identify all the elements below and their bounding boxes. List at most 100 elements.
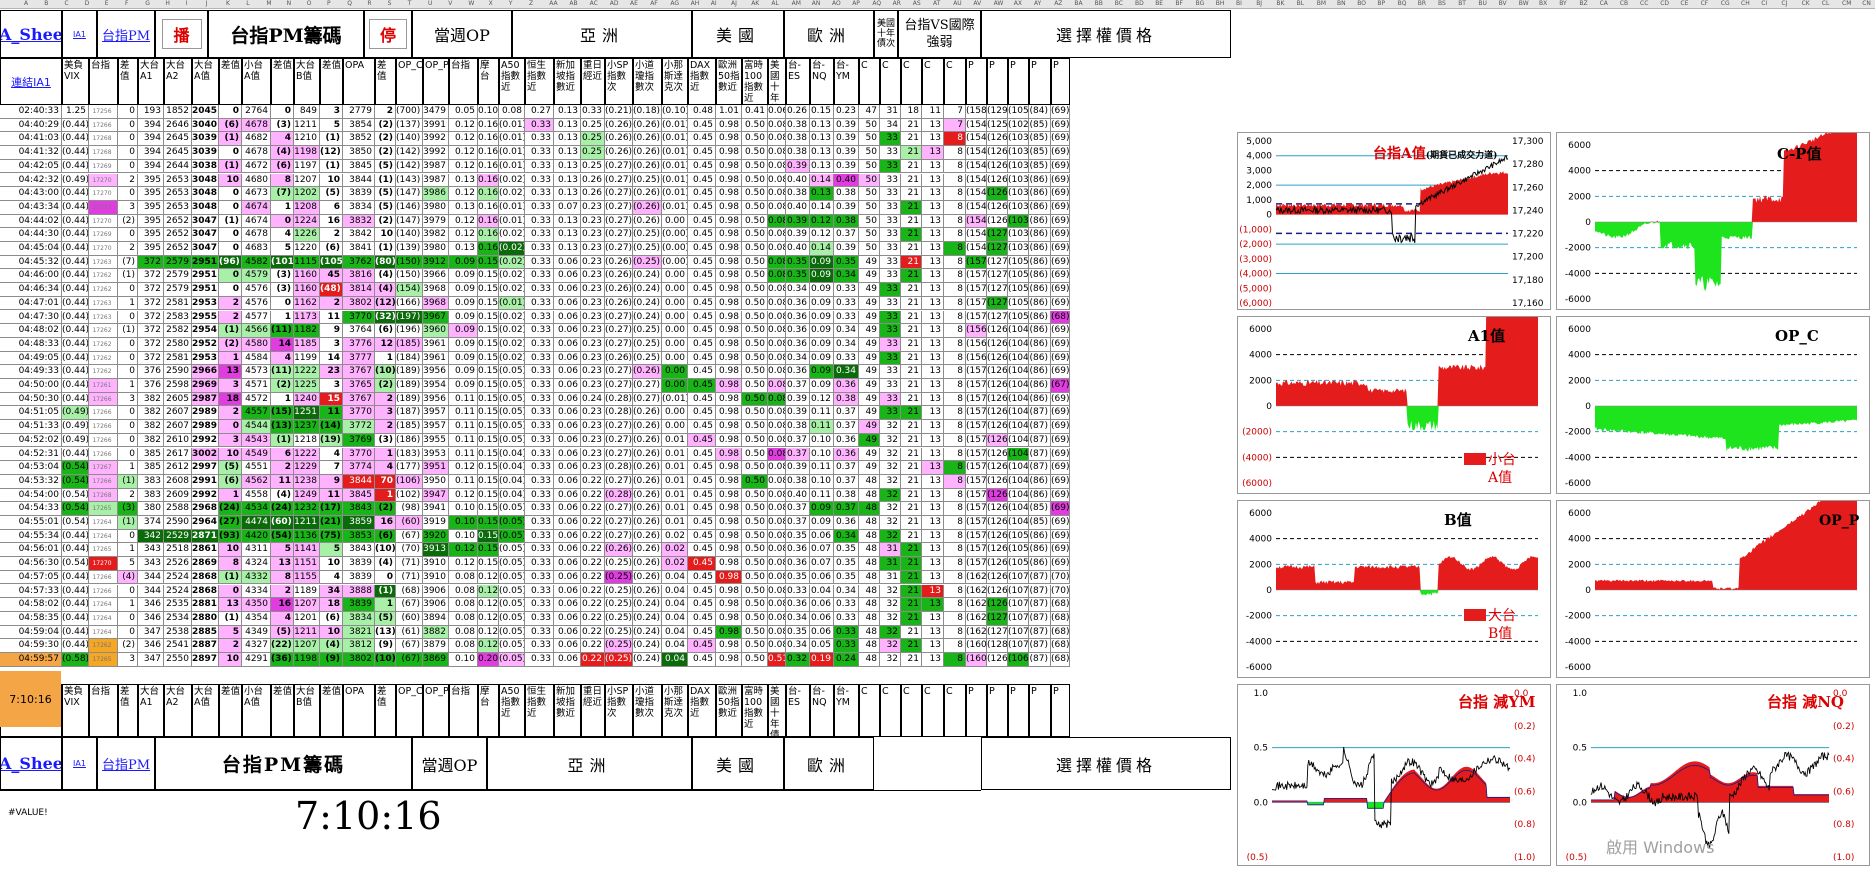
data-cell[interactable]: 1237 <box>294 420 320 434</box>
data-cell[interactable]: 0 <box>219 200 242 215</box>
data-cell[interactable]: 0.08 <box>768 516 786 530</box>
data-cell[interactable]: 0.45 <box>688 118 716 133</box>
data-cell[interactable]: 0 <box>219 105 242 119</box>
data-cell[interactable]: (137) <box>396 118 423 133</box>
data-cell[interactable]: 0.33 <box>834 351 859 366</box>
data-cell[interactable]: 13 <box>922 406 944 421</box>
data-cell[interactable]: 17264 <box>89 598 118 612</box>
data-cell[interactable]: 0.13 <box>554 173 581 188</box>
data-cell[interactable]: 4551 <box>242 461 271 475</box>
data-cell[interactable]: 0.07 <box>554 200 581 215</box>
data-cell[interactable]: 8 <box>944 639 966 653</box>
data-cell[interactable]: 8 <box>944 146 966 160</box>
data-cell[interactable]: (0.26) <box>633 365 662 379</box>
data-cell[interactable]: (60) <box>271 516 294 530</box>
data-cell[interactable]: 2529 <box>164 529 192 544</box>
data-cell[interactable]: 3479 <box>423 105 449 119</box>
data-cell[interactable]: 8 <box>944 625 966 640</box>
data-cell[interactable]: 0.15 <box>478 406 499 421</box>
data-cell[interactable]: 0.08 <box>768 474 786 489</box>
data-cell[interactable]: 0 <box>271 105 294 119</box>
data-cell[interactable]: 0.11 <box>810 461 834 475</box>
data-cell[interactable]: 4 <box>271 132 294 147</box>
data-cell[interactable]: 0.45 <box>688 447 716 462</box>
data-cell[interactable]: (2) <box>375 146 396 160</box>
data-cell[interactable]: 0.09 <box>449 269 478 284</box>
data-cell[interactable]: 2869 <box>192 557 219 571</box>
data-cell[interactable]: 0.08 <box>768 146 786 160</box>
data-cell[interactable]: 0.98 <box>716 543 742 558</box>
data-cell[interactable]: 3869 <box>423 653 449 667</box>
data-cell[interactable]: (157) <box>966 543 987 558</box>
data-cell[interactable]: (69) <box>1051 488 1070 503</box>
data-cell[interactable]: 2608 <box>164 474 192 489</box>
data-cell[interactable]: 1238 <box>294 474 320 489</box>
data-cell[interactable]: 5 <box>271 543 294 558</box>
data-cell[interactable]: (87) <box>1029 653 1051 667</box>
column-letter[interactable]: AQ <box>872 0 882 7</box>
data-cell[interactable]: 0.98 <box>716 242 742 256</box>
data-cell[interactable]: 0.36 <box>834 447 859 462</box>
data-cell[interactable]: 1 <box>118 296 138 311</box>
data-cell[interactable]: (69) <box>1051 461 1070 475</box>
data-cell[interactable]: 3839 <box>343 598 375 612</box>
data-cell[interactable]: 2 <box>375 420 396 434</box>
data-cell[interactable]: 4566 <box>242 324 271 338</box>
data-cell[interactable]: 2779 <box>343 105 375 119</box>
data-cell[interactable]: 394 <box>138 132 164 147</box>
data-cell[interactable]: 13 <box>922 132 944 147</box>
data-cell[interactable]: 8 <box>271 173 294 188</box>
data-cell[interactable]: 0.34 <box>834 337 859 352</box>
data-cell[interactable]: 0.39 <box>786 461 810 475</box>
data-cell[interactable]: 8 <box>944 173 966 188</box>
data-cell[interactable]: 0.45 <box>688 529 716 544</box>
data-cell[interactable]: (162) <box>966 598 987 612</box>
data-cell[interactable]: 0 <box>118 337 138 352</box>
data-cell[interactable]: 2598 <box>164 379 192 393</box>
data-cell[interactable]: 4349 <box>242 625 271 640</box>
data-cell[interactable]: 0.09 <box>810 502 834 516</box>
data-cell[interactable]: 0.00 <box>662 269 688 284</box>
data-cell[interactable]: 13 <box>922 187 944 201</box>
data-cell[interactable]: 0.50 <box>742 173 768 188</box>
data-cell[interactable]: 0.11 <box>449 447 478 462</box>
data-cell[interactable]: (86) <box>1029 474 1051 489</box>
data-cell[interactable]: 0.12 <box>810 392 834 407</box>
column-letter[interactable]: AC <box>589 0 598 7</box>
data-cell[interactable]: (0.01) <box>499 118 525 133</box>
data-cell[interactable]: 395 <box>138 200 164 215</box>
column-letter[interactable]: AF <box>650 0 658 7</box>
data-cell[interactable]: 0.50 <box>742 159 768 174</box>
data-cell[interactable]: (0.27) <box>605 420 633 434</box>
data-cell[interactable]: 0.06 <box>554 379 581 393</box>
data-cell[interactable]: (0.44) <box>62 269 89 284</box>
data-cell[interactable]: 0.98 <box>716 420 742 434</box>
data-cell[interactable]: 8 <box>944 461 966 475</box>
data-cell[interactable]: (126) <box>987 379 1008 393</box>
data-cell[interactable]: 21 <box>901 598 922 612</box>
data-cell[interactable]: 0.98 <box>716 283 742 297</box>
data-cell[interactable]: 8 <box>944 337 966 352</box>
data-cell[interactable]: (126) <box>987 173 1008 188</box>
data-cell[interactable]: 4311 <box>242 543 271 558</box>
data-cell[interactable]: 0.12 <box>478 611 499 626</box>
data-cell[interactable]: 0.50 <box>742 447 768 462</box>
data-cell[interactable]: (0.05) <box>499 433 525 448</box>
data-cell[interactable]: 1173 <box>294 310 320 325</box>
data-cell[interactable]: (126) <box>987 516 1008 530</box>
data-cell[interactable]: 3774 <box>343 461 375 475</box>
data-cell[interactable]: 0.08 <box>768 132 786 147</box>
data-cell[interactable]: (0.05) <box>499 392 525 407</box>
data-cell[interactable]: (1) <box>118 324 138 338</box>
data-cell[interactable]: (183) <box>396 447 423 462</box>
data-cell[interactable]: 0.08 <box>768 598 786 612</box>
data-cell[interactable]: 0.00 <box>662 214 688 229</box>
data-cell[interactable]: 4678 <box>242 146 271 160</box>
data-cell[interactable]: 17266 <box>89 433 118 448</box>
data-cell[interactable]: 0.12 <box>449 187 478 201</box>
data-cell[interactable]: 2871 <box>192 529 219 544</box>
data-cell[interactable]: 0.98 <box>716 118 742 133</box>
data-cell[interactable]: 3956 <box>423 392 449 407</box>
data-cell[interactable]: 0.45 <box>688 461 716 475</box>
column-letter[interactable]: CF <box>1700 0 1709 7</box>
